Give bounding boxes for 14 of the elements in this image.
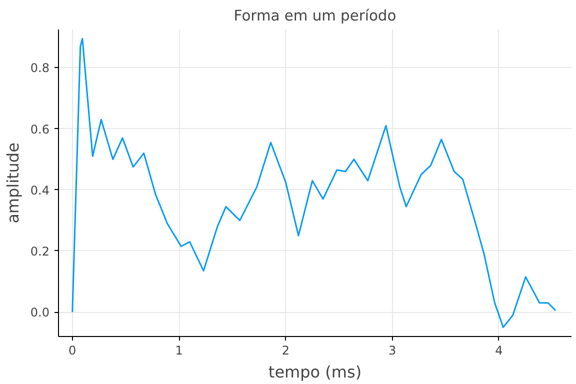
- x-tick-label: 2: [282, 344, 290, 358]
- y-tick-label: 0.2: [30, 244, 50, 258]
- y-axis-title: amplitude: [3, 142, 22, 224]
- x-tick-label: 4: [495, 344, 503, 358]
- y-tick-label: 0.6: [30, 122, 50, 136]
- y-tick-label: 0.8: [30, 61, 50, 76]
- x-axis-title: tempo (ms): [268, 362, 362, 382]
- line-series: [72, 38, 556, 328]
- x-tick-label: 0: [68, 344, 76, 358]
- chart-title: Forma em um período: [234, 8, 396, 24]
- y-tick-label: 0.0: [30, 306, 50, 320]
- y-tick-label: 0.4: [30, 183, 50, 198]
- x-tick-label: 3: [388, 344, 396, 358]
- x-tick-label: 1: [175, 344, 183, 358]
